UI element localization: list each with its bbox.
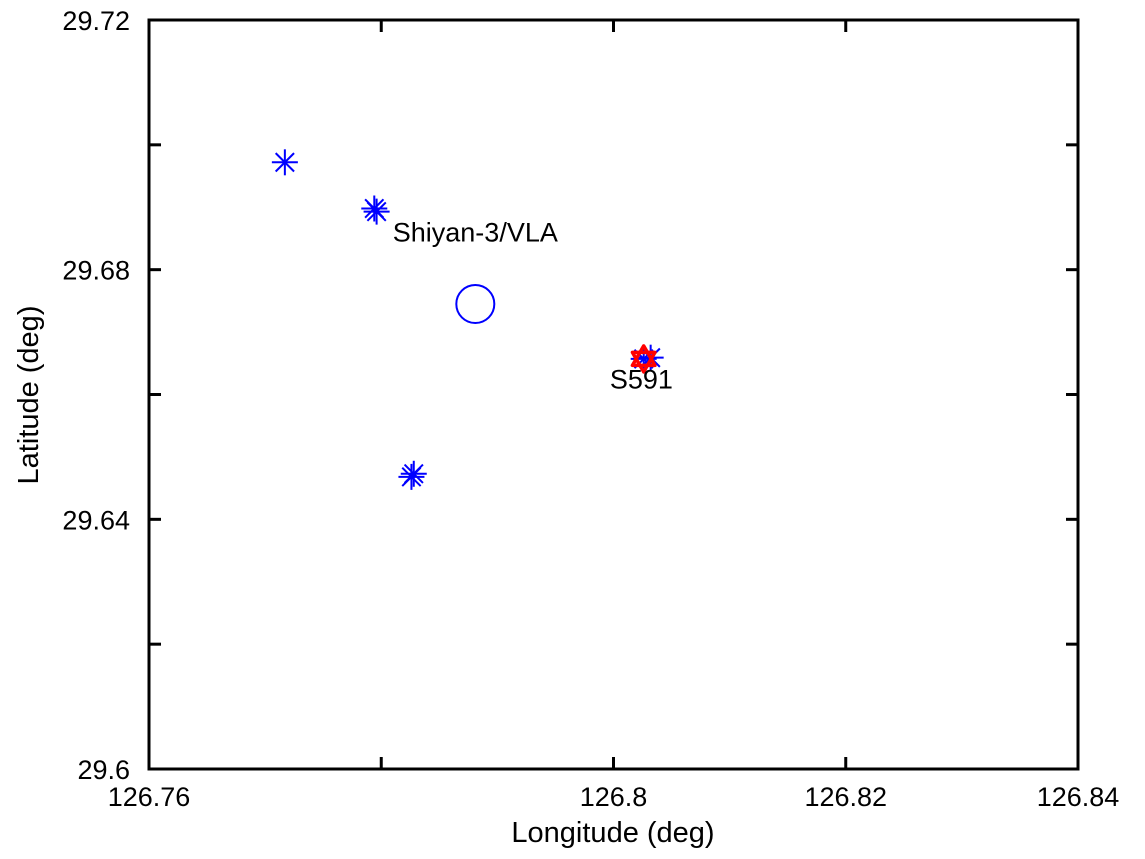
annotation-label: S591 [610,364,673,394]
x-tick-label: 126.84 [1037,782,1120,812]
asterisk-marker [271,149,298,176]
axis-ticks: 126.76 126.8 126.82 126.84 29.6 29.64 29.68 29.… [62,6,1119,812]
annotation-label: Shiyan-3/VLA [393,218,558,248]
x-tick-label: 126.82 [804,782,887,812]
chart-marks: Shiyan-3/VLA S591 [271,149,673,490]
y-tick-label: 29.68 [62,256,130,286]
plot-area [149,20,1078,769]
x-tick-label: 126.8 [580,782,648,812]
y-tick-label: 29.6 [77,755,130,785]
asterisk-marker [398,463,425,490]
circle-marker [455,283,496,324]
x-axis-label: Longitude (deg) [511,817,714,849]
y-axis-label: Latitude (deg) [13,306,45,485]
y-tick-label: 29.72 [62,6,130,36]
x-tick-label: 126.76 [108,782,191,812]
y-tick-label: 29.64 [62,505,130,535]
asterisk-marker [363,198,390,225]
hexagram-marker [630,344,657,374]
